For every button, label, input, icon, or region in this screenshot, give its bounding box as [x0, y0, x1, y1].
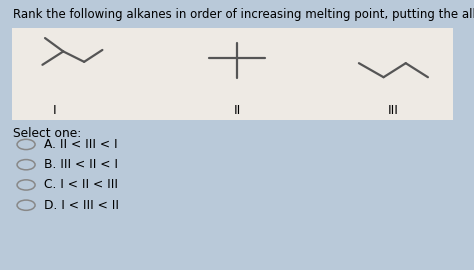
Bar [12, 28, 453, 120]
Text: I: I [53, 104, 56, 117]
Text: C. I < II < III: C. I < II < III [44, 178, 118, 191]
Text: Rank the following alkanes in order of increasing melting point, putting the alk: Rank the following alkanes in order of i… [13, 8, 474, 21]
Text: D. I < III < II: D. I < III < II [44, 199, 118, 212]
Text: Select one:: Select one: [13, 127, 82, 140]
Text: III: III [388, 104, 399, 117]
Text: B. III < II < I: B. III < II < I [44, 158, 118, 171]
Text: A. II < III < I: A. II < III < I [44, 138, 117, 151]
Text: II: II [233, 104, 241, 117]
